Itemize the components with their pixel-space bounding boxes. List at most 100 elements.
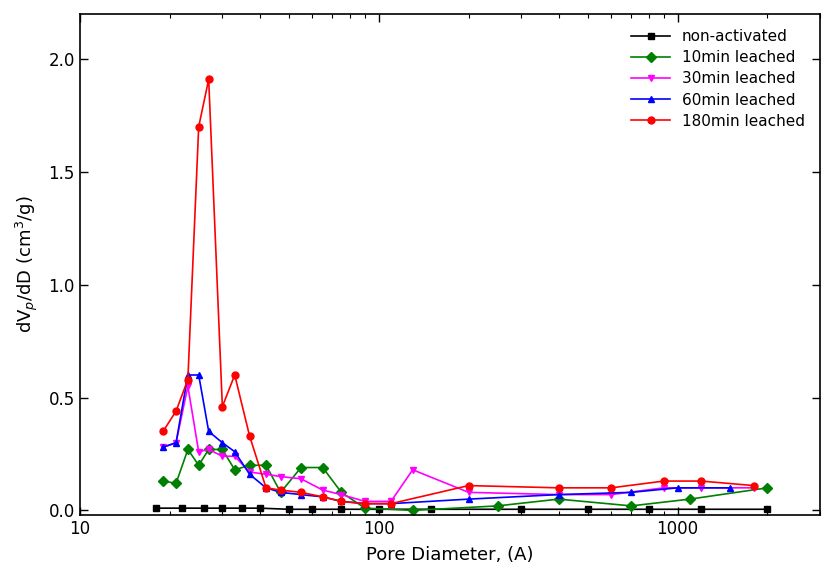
10min leached — [360, 505, 370, 512]
60min leached — [244, 471, 254, 478]
30min leached — [229, 453, 239, 460]
10min leached — [626, 502, 636, 509]
10min leached — [685, 496, 695, 503]
180min leached — [554, 484, 564, 491]
10min leached — [183, 446, 193, 453]
10min leached — [336, 489, 346, 496]
30min leached — [659, 484, 669, 491]
Legend: non-activated, 10min leached, 30min leached, 60min leached, 180min leached: non-activated, 10min leached, 30min leac… — [624, 21, 812, 136]
non-activated — [426, 506, 436, 513]
Line: 30min leached: 30min leached — [159, 383, 757, 505]
non-activated — [374, 506, 384, 513]
non-activated — [644, 506, 654, 513]
30min leached — [749, 484, 759, 491]
60min leached — [275, 489, 285, 496]
60min leached — [626, 489, 636, 496]
60min leached — [554, 491, 564, 498]
180min leached — [183, 376, 193, 383]
60min leached — [464, 496, 474, 503]
30min leached — [386, 498, 396, 505]
10min leached — [158, 477, 168, 484]
Line: 60min leached: 60min leached — [159, 372, 734, 507]
non-activated — [696, 506, 706, 513]
180min leached — [171, 407, 181, 414]
non-activated — [762, 506, 772, 513]
60min leached — [171, 439, 181, 446]
non-activated — [218, 505, 228, 512]
180min leached — [696, 477, 706, 484]
60min leached — [360, 500, 370, 507]
10min leached — [296, 464, 306, 471]
non-activated — [582, 506, 592, 513]
180min leached — [749, 482, 759, 489]
30min leached — [183, 383, 193, 390]
non-activated — [198, 505, 208, 512]
non-activated — [238, 505, 248, 512]
10min leached — [408, 507, 418, 514]
60min leached — [318, 494, 328, 501]
30min leached — [606, 491, 616, 498]
180min leached — [218, 403, 228, 410]
10min leached — [275, 489, 285, 496]
30min leached — [193, 449, 203, 455]
30min leached — [171, 439, 181, 446]
30min leached — [464, 489, 474, 496]
180min leached — [296, 489, 306, 496]
10min leached — [171, 480, 181, 487]
60min leached — [218, 439, 228, 446]
10min leached — [493, 502, 503, 509]
Line: 180min leached: 180min leached — [159, 76, 757, 507]
30min leached — [218, 453, 228, 460]
10min leached — [762, 484, 772, 491]
60min leached — [183, 372, 193, 379]
non-activated — [307, 506, 317, 513]
30min leached — [203, 446, 214, 453]
60min leached — [672, 484, 682, 491]
180min leached — [158, 428, 168, 435]
30min leached — [244, 469, 254, 476]
180min leached — [464, 482, 474, 489]
Line: non-activated: non-activated — [153, 505, 771, 513]
180min leached — [193, 123, 203, 130]
30min leached — [158, 444, 168, 451]
X-axis label: Pore Diameter, (A): Pore Diameter, (A) — [366, 546, 534, 564]
60min leached — [296, 491, 306, 498]
60min leached — [193, 372, 203, 379]
non-activated — [284, 506, 294, 513]
180min leached — [261, 484, 271, 491]
10min leached — [218, 446, 228, 453]
30min leached — [696, 484, 706, 491]
30min leached — [336, 491, 346, 498]
non-activated — [254, 505, 264, 512]
180min leached — [386, 500, 396, 507]
10min leached — [554, 496, 564, 503]
180min leached — [244, 432, 254, 439]
180min leached — [275, 487, 285, 494]
30min leached — [318, 487, 328, 494]
30min leached — [360, 498, 370, 505]
non-activated — [336, 506, 346, 513]
non-activated — [177, 505, 187, 512]
Line: 10min leached: 10min leached — [159, 446, 771, 514]
60min leached — [158, 444, 168, 451]
60min leached — [725, 484, 735, 491]
180min leached — [659, 477, 669, 484]
30min leached — [261, 471, 271, 478]
10min leached — [203, 446, 214, 453]
30min leached — [554, 491, 564, 498]
60min leached — [336, 498, 346, 505]
180min leached — [360, 500, 370, 507]
10min leached — [244, 462, 254, 469]
180min leached — [203, 76, 214, 83]
30min leached — [408, 466, 418, 473]
60min leached — [261, 484, 271, 491]
10min leached — [193, 462, 203, 469]
30min leached — [275, 473, 285, 480]
Y-axis label: dV$_p$/dD (cm$^3$/g): dV$_p$/dD (cm$^3$/g) — [14, 195, 40, 333]
180min leached — [318, 494, 328, 501]
10min leached — [318, 464, 328, 471]
60min leached — [203, 428, 214, 435]
180min leached — [606, 484, 616, 491]
60min leached — [229, 449, 239, 455]
180min leached — [229, 372, 239, 379]
